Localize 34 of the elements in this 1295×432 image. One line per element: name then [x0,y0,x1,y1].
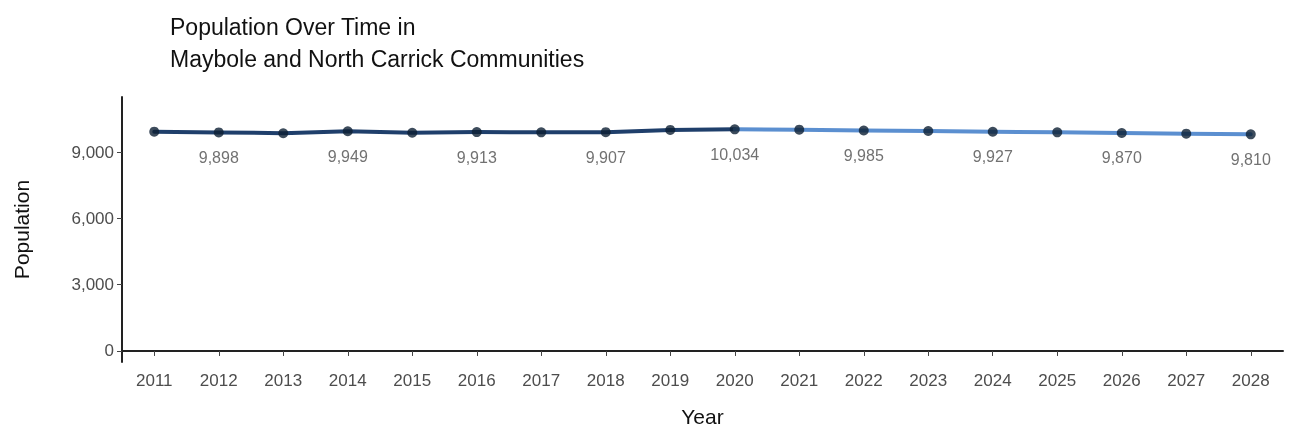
data-label: 9,985 [843,146,884,164]
x-tick-label: 2018 [586,371,625,390]
y-tick-label: 9,000 [71,142,114,162]
x-tick-label: 2025 [1038,371,1077,390]
x-tick-label: 2020 [715,371,754,390]
x-tick-label: 2014 [328,371,367,390]
x-tick-label: 2016 [457,371,496,390]
data-label: 9,907 [585,148,626,166]
x-tick-label: 2024 [973,371,1012,390]
data-label: 9,949 [327,147,368,165]
x-tick-label: 2022 [844,371,883,390]
chart-title: Population Over Time in Maybole and North Carrick Communities [170,14,585,72]
x-tick-label: 2013 [264,371,303,390]
x-tick-label: 2019 [651,371,690,390]
y-tick-label: 0 [104,341,114,361]
x-tick-label: 2012 [199,371,238,390]
x-tick-label: 2026 [1102,371,1141,390]
data-label: 10,034 [710,145,760,163]
x-tick-label: 2011 [135,371,173,390]
data-label: 9,898 [198,148,239,166]
x-axis-title: Year [681,405,724,428]
x-tick-label: 2027 [1167,371,1206,390]
x-tick-label: 2017 [522,371,561,390]
data-label: 9,913 [456,148,497,166]
y-tick-label: 3,000 [71,275,114,295]
data-label: 9,927 [972,148,1013,166]
x-tick-label: 2021 [780,371,819,390]
data-label: 9,810 [1230,150,1271,168]
x-tick-label: 2028 [1231,371,1270,390]
data-label: 9,870 [1101,149,1142,167]
y-tick-label: 6,000 [71,208,114,228]
x-tick-label: 2023 [909,371,948,390]
y-axis-title: Population [10,179,33,280]
x-tick-label: 2015 [393,371,432,390]
